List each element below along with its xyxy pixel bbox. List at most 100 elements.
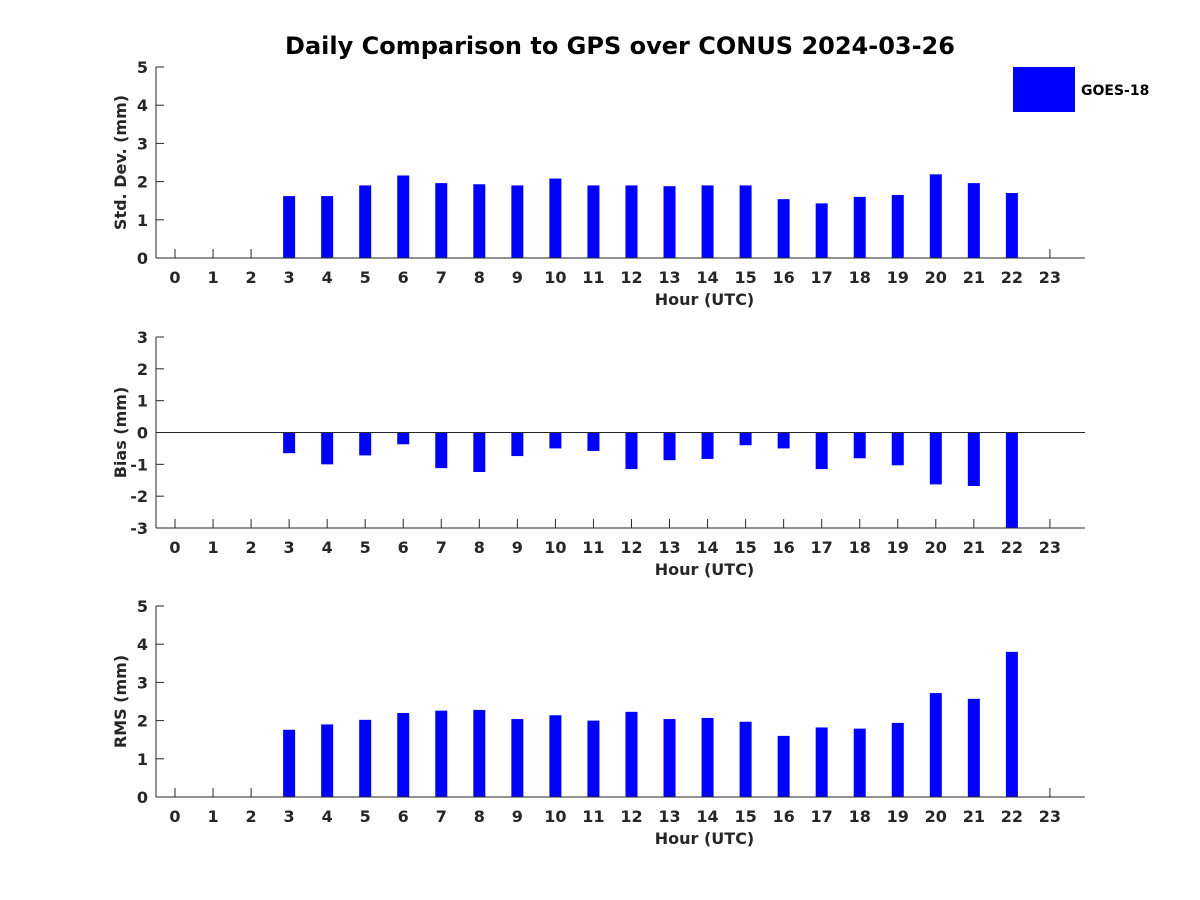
bar-hour-3 — [283, 729, 296, 797]
bar-hour-4 — [321, 432, 334, 465]
bar-hour-5 — [359, 719, 372, 797]
legend-label: GOES-18 — [1081, 83, 1149, 99]
bar-hour-5 — [359, 185, 372, 258]
bar-hour-10 — [549, 715, 562, 797]
legend: GOES-18 — [1013, 67, 1149, 112]
x-tick-label: 1 — [207, 807, 218, 826]
bar-hour-13 — [663, 719, 676, 797]
x-tick-label: 23 — [1039, 268, 1061, 287]
bar-hour-7 — [435, 432, 448, 469]
y-tick-label: 4 — [137, 635, 148, 654]
y-tick-label: 3 — [137, 328, 148, 347]
x-tick-label: 1 — [207, 538, 218, 557]
y-tick-label: 1 — [137, 211, 148, 230]
x-tick-label: 5 — [360, 268, 371, 287]
x-tick-label: 9 — [512, 538, 523, 557]
x-tick-label: 11 — [582, 268, 604, 287]
x-tick-label: 17 — [811, 268, 833, 287]
x-tick-label: 6 — [398, 268, 409, 287]
bar-hour-20 — [929, 432, 942, 485]
x-tick-label: 6 — [398, 807, 409, 826]
y-tick-label: 4 — [137, 96, 148, 115]
bar-hour-22 — [1005, 193, 1018, 258]
x-tick-label: 12 — [620, 268, 642, 287]
x-tick-label: 3 — [284, 538, 295, 557]
bar-hour-20 — [929, 693, 942, 797]
bar-hour-8 — [473, 709, 486, 797]
x-tick-label: 15 — [734, 538, 756, 557]
y-tick-label: 2 — [137, 173, 148, 192]
y-tick-label: 3 — [137, 673, 148, 692]
x-tick-label: 14 — [696, 538, 718, 557]
x-tick-label: 13 — [658, 807, 680, 826]
x-tick-label: 4 — [322, 807, 333, 826]
bar-hour-9 — [511, 432, 524, 457]
x-tick-label: 7 — [436, 807, 447, 826]
bar-hour-18 — [853, 196, 866, 258]
x-tick-label: 17 — [811, 538, 833, 557]
bar-hour-18 — [853, 432, 866, 459]
bar-hour-19 — [891, 432, 904, 466]
x-tick-label: 8 — [474, 268, 485, 287]
x-tick-label: 18 — [849, 268, 871, 287]
bar-hour-11 — [587, 432, 600, 451]
y-tick-label: 0 — [137, 788, 148, 807]
bar-hour-19 — [891, 194, 904, 258]
x-tick-label: 5 — [360, 807, 371, 826]
bar-hour-3 — [283, 432, 296, 454]
bar-hour-10 — [549, 178, 562, 258]
y-tick-label: -3 — [130, 519, 148, 538]
x-tick-label: 23 — [1039, 538, 1061, 557]
x-tick-label: 19 — [887, 268, 909, 287]
bar-hour-13 — [663, 432, 676, 461]
x-tick-label: 10 — [544, 807, 566, 826]
bar-hour-13 — [663, 186, 676, 258]
bar-hour-22 — [1005, 651, 1018, 797]
x-tick-label: 13 — [658, 268, 680, 287]
x-tick-label: 0 — [169, 807, 180, 826]
bar-hour-12 — [625, 185, 638, 258]
x-tick-label: 19 — [887, 538, 909, 557]
bar-hour-4 — [321, 196, 334, 258]
bar-hour-20 — [929, 174, 942, 258]
bar-hour-17 — [815, 432, 828, 470]
x-tick-label: 0 — [169, 268, 180, 287]
bar-hour-9 — [511, 719, 524, 797]
x-tick-label: 9 — [512, 268, 523, 287]
x-tick-label: 17 — [811, 807, 833, 826]
bar-hour-6 — [397, 712, 410, 797]
x-tick-label: 11 — [582, 807, 604, 826]
bar-hour-4 — [321, 724, 334, 797]
x-tick-label: 23 — [1039, 807, 1061, 826]
x-tick-label: 10 — [544, 538, 566, 557]
x-tick-label: 9 — [512, 807, 523, 826]
bar-hour-12 — [625, 432, 638, 470]
x-tick-label: 8 — [474, 538, 485, 557]
bar-hour-19 — [891, 722, 904, 797]
bar-hour-16 — [777, 735, 790, 797]
bar-hour-17 — [815, 203, 828, 258]
bar-hour-14 — [701, 185, 714, 258]
bar-hour-11 — [587, 185, 600, 258]
x-tick-label: 21 — [963, 807, 985, 826]
bar-hour-22 — [1005, 432, 1018, 528]
x-tick-label: 2 — [246, 268, 257, 287]
bar-hour-6 — [397, 432, 410, 445]
bar-hour-17 — [815, 727, 828, 797]
x-tick-label: 4 — [322, 268, 333, 287]
y-tick-label: 0 — [137, 424, 148, 443]
bar-hour-7 — [435, 183, 448, 258]
bar-hour-14 — [701, 717, 714, 797]
bar-hour-16 — [777, 432, 790, 449]
bar-hour-14 — [701, 432, 714, 459]
y-tick-label: -2 — [130, 487, 148, 506]
bar-hour-9 — [511, 185, 524, 258]
x-tick-label: 22 — [1001, 807, 1023, 826]
x-axis-label: Hour (UTC) — [655, 829, 755, 848]
x-tick-label: 7 — [436, 268, 447, 287]
x-tick-label: 10 — [544, 268, 566, 287]
x-tick-label: 18 — [849, 538, 871, 557]
bar-hour-7 — [435, 710, 448, 797]
